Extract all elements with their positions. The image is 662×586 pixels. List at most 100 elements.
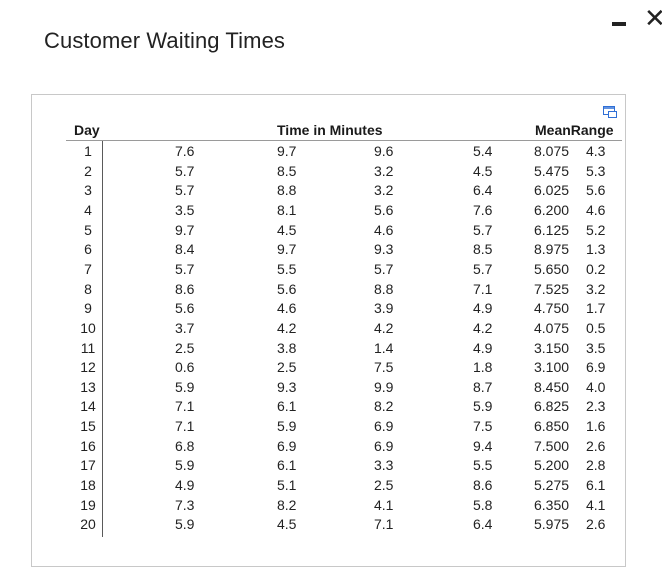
cell-time-3: 5.7 [374, 260, 394, 277]
cell-range: 6.1 [586, 477, 606, 494]
cell-mean: 7.500 [534, 437, 570, 454]
table-row: 18 4.9 5.1 2.5 8.6 5.275 6.1 [0, 476, 662, 495]
data-table-panel [31, 94, 626, 567]
cell-time-4: 5.7 [473, 260, 493, 277]
table-row: 14 7.1 6.1 8.2 5.9 6.825 2.3 [0, 397, 662, 416]
cell-time-3: 8.8 [374, 280, 394, 297]
cell-time-4: 7.1 [473, 280, 493, 297]
cell-time-2: 4.5 [277, 221, 297, 238]
table-row: 6 8.4 9.7 9.3 8.5 8.975 1.3 [0, 240, 662, 259]
cell-time-3: 3.9 [374, 300, 394, 317]
cell-time-2: 4.2 [277, 319, 297, 336]
cell-time-2: 5.9 [277, 418, 297, 435]
cell-mean: 8.075 [534, 143, 570, 159]
cell-time-1: 7.1 [175, 418, 195, 435]
cell-day: 20 [80, 516, 96, 533]
cell-time-4: 5.9 [473, 398, 493, 415]
cell-time-4: 8.5 [473, 241, 493, 258]
cell-time-3: 6.9 [374, 437, 394, 454]
cell-range: 2.3 [586, 398, 606, 415]
cell-range: 1.6 [586, 418, 606, 435]
cell-time-4: 4.5 [473, 162, 493, 179]
cell-day: 8 [84, 280, 92, 297]
table-row: 3 5.7 8.8 3.2 6.4 6.025 5.6 [0, 181, 662, 200]
cell-mean: 5.475 [534, 162, 570, 179]
cell-range: 0.2 [586, 260, 606, 277]
cell-day: 14 [80, 398, 96, 415]
cell-mean: 6.850 [534, 418, 570, 435]
cell-range: 4.1 [586, 496, 606, 513]
cell-time-3: 9.3 [374, 241, 394, 258]
cell-time-3: 3.2 [374, 162, 394, 179]
cell-time-1: 5.6 [175, 300, 195, 317]
table-row: 1 7.6 9.7 9.6 5.4 8.075 4.3 [0, 142, 662, 161]
cell-mean: 6.350 [534, 496, 570, 513]
cell-time-3: 9.6 [374, 143, 394, 159]
cell-range: 5.6 [586, 182, 606, 199]
cell-range: 5.3 [586, 162, 606, 179]
cell-mean: 8.450 [534, 378, 570, 395]
cell-time-2: 2.5 [277, 359, 297, 376]
cell-time-4: 7.5 [473, 418, 493, 435]
cell-mean: 3.150 [534, 339, 570, 356]
cell-time-1: 5.7 [175, 162, 195, 179]
cell-time-3: 3.2 [374, 182, 394, 199]
minimize-icon[interactable] [612, 22, 626, 26]
cell-time-1: 6.8 [175, 437, 195, 454]
cell-range: 1.7 [586, 300, 606, 317]
cell-range: 2.6 [586, 437, 606, 454]
table-row: 11 2.5 3.8 1.4 4.9 3.150 3.5 [0, 339, 662, 358]
day-column-divider [102, 141, 103, 537]
cell-day: 3 [84, 182, 92, 199]
cell-time-4: 6.4 [473, 182, 493, 199]
cell-day: 2 [84, 162, 92, 179]
cell-time-3: 5.6 [374, 201, 394, 218]
cell-mean: 4.075 [534, 319, 570, 336]
table-row: 15 7.1 5.9 6.9 7.5 6.850 1.6 [0, 417, 662, 436]
cell-time-2: 5.1 [277, 477, 297, 494]
cell-time-4: 5.4 [473, 143, 493, 159]
cell-time-2: 9.7 [277, 241, 297, 258]
cell-time-4: 8.7 [473, 378, 493, 395]
cell-time-2: 4.6 [277, 300, 297, 317]
cell-time-2: 5.5 [277, 260, 297, 277]
cell-time-2: 8.8 [277, 182, 297, 199]
cell-time-4: 4.2 [473, 319, 493, 336]
cell-time-1: 7.3 [175, 496, 195, 513]
cell-time-1: 5.9 [175, 516, 195, 533]
cell-time-4: 1.8 [473, 359, 493, 376]
cell-range: 4.0 [586, 378, 606, 395]
cell-day: 12 [80, 359, 96, 376]
table-row: 19 7.3 8.2 4.1 5.8 6.350 4.1 [0, 496, 662, 515]
cell-time-4: 4.9 [473, 300, 493, 317]
cell-time-1: 4.9 [175, 477, 195, 494]
cell-time-3: 6.9 [374, 418, 394, 435]
cell-day: 5 [84, 221, 92, 238]
header-time-in-minutes: Time in Minutes [277, 122, 383, 138]
cell-time-1: 5.9 [175, 457, 195, 474]
cell-mean: 6.125 [534, 221, 570, 238]
cell-time-2: 6.1 [277, 457, 297, 474]
header-day: Day [74, 122, 100, 138]
cell-day: 19 [80, 496, 96, 513]
cell-time-4: 8.6 [473, 477, 493, 494]
cell-day: 9 [84, 300, 92, 317]
cell-day: 16 [80, 437, 96, 454]
cell-range: 4.6 [586, 201, 606, 218]
cell-time-1: 9.7 [175, 221, 195, 238]
cell-time-3: 7.1 [374, 516, 394, 533]
cell-time-1: 8.6 [175, 280, 195, 297]
cell-day: 10 [80, 319, 96, 336]
header-mean-range: MeanRange [535, 122, 614, 138]
cell-time-2: 3.8 [277, 339, 297, 356]
cell-time-1: 8.4 [175, 241, 195, 258]
cell-time-1: 5.7 [175, 260, 195, 277]
copy-icon[interactable] [603, 106, 617, 118]
close-icon[interactable]: ✕ [644, 4, 662, 34]
table-row: 5 9.7 4.5 4.6 5.7 6.125 5.2 [0, 221, 662, 240]
table-row: 13 5.9 9.3 9.9 8.7 8.450 4.0 [0, 378, 662, 397]
cell-time-4: 5.5 [473, 457, 493, 474]
cell-day: 13 [80, 378, 96, 395]
window-title: Customer Waiting Times [44, 28, 285, 53]
